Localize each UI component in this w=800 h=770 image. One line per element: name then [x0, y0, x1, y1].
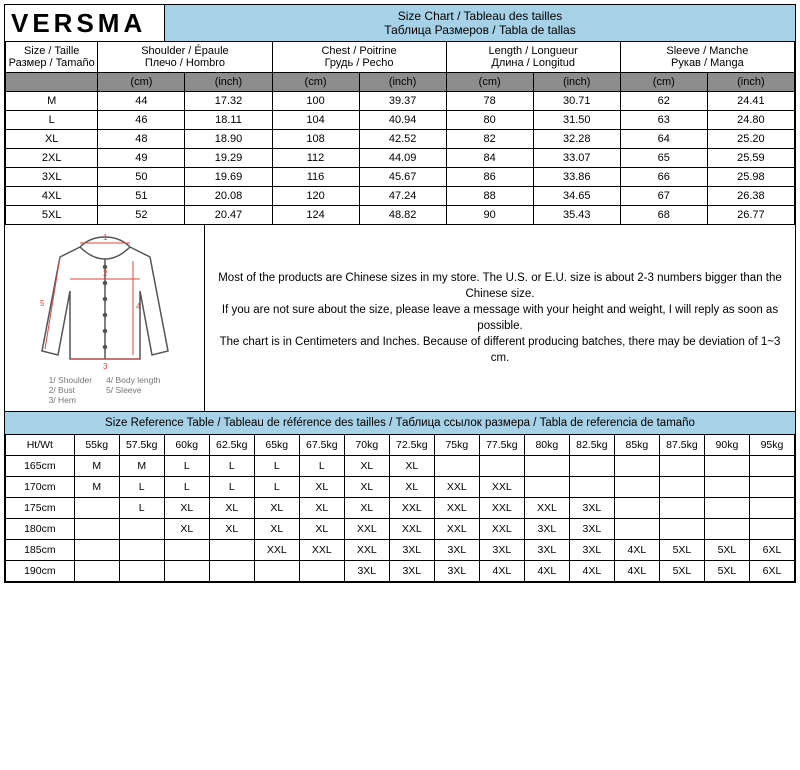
info-text: Most of the products are Chinese sizes i… [205, 225, 795, 411]
table-row: 175cmLXLXLXLXLXLXXLXXLXXLXXL3XL [6, 498, 795, 519]
table-row: M4417.3210039.377830.716224.41 [6, 92, 795, 111]
col-size: Size / Taille Размер / Tamaño [6, 42, 98, 73]
measurements-table: Size / Taille Размер / Tamaño Shoulder /… [5, 41, 795, 225]
info-section: 1 2 3 4 5 1/ Shoulder 2/ Bust 3/ Hem 4/ Bod… [5, 225, 795, 411]
svg-text:4: 4 [136, 302, 141, 311]
svg-text:3: 3 [103, 362, 108, 371]
table-row: 5XL5220.4712448.829035.436826.77 [6, 206, 795, 225]
reference-table: Ht/Wt55kg57.5kg60kg62.5kg65kg67.5kg70kg7… [5, 434, 795, 582]
table-row: 180cmXLXLXLXLXXLXXLXXLXXL3XL3XL [6, 519, 795, 540]
col-length: Length / Longueur Длина / Longitud [446, 42, 620, 73]
unit-row: (cm)(inch) (cm)(inch) (cm)(inch) (cm)(in… [6, 73, 795, 92]
size-chart: VERSMA Size Chart / Tableau des tailles … [4, 4, 796, 583]
column-header-row: Size / Taille Размер / Tamaño Shoulder /… [6, 42, 795, 73]
diagram-legend: 1/ Shoulder 2/ Bust 3/ Hem 4/ Body lengt… [49, 375, 161, 405]
table-row: L4618.1110440.948031.506324.80 [6, 111, 795, 130]
chart-header: VERSMA Size Chart / Tableau des tailles … [5, 5, 795, 41]
col-sleeve: Sleeve / Manche Рукав / Manga [620, 42, 794, 73]
reference-header-row: Ht/Wt55kg57.5kg60kg62.5kg65kg67.5kg70kg7… [6, 435, 795, 456]
reference-header: Size Reference Table / Tableau de référe… [5, 411, 795, 434]
col-chest: Chest / Poitrine Грудь / Pecho [272, 42, 446, 73]
svg-text:1: 1 [103, 233, 108, 242]
title-line-2: Таблица Размеров / Tabla de tallas [384, 23, 575, 37]
info-p1: Most of the products are Chinese sizes i… [217, 270, 783, 302]
info-p2: If you are not sure about the size, plea… [217, 302, 783, 334]
chart-title: Size Chart / Tableau des tailles Таблица… [165, 5, 795, 41]
table-row: 185cmXXLXXLXXL3XL3XL3XL3XL3XL4XL5XL5XL6X… [6, 540, 795, 561]
shirt-icon: 1 2 3 4 5 [30, 231, 180, 371]
table-row: 2XL4919.2911244.098433.076525.59 [6, 149, 795, 168]
svg-text:2: 2 [103, 269, 108, 278]
title-line-1: Size Chart / Tableau des tailles [384, 9, 575, 23]
table-row: 4XL5120.0812047.248834.656726.38 [6, 187, 795, 206]
info-p3: The chart is in Centimeters and Inches. … [217, 334, 783, 366]
table-row: 3XL5019.6911645.678633.866625.98 [6, 168, 795, 187]
table-row: 170cmMLLLLXLXLXLXXLXXL [6, 477, 795, 498]
shirt-diagram: 1 2 3 4 5 1/ Shoulder 2/ Bust 3/ Hem 4/ Bod… [5, 225, 205, 411]
brand-logo: VERSMA [5, 5, 165, 41]
svg-text:5: 5 [40, 299, 45, 308]
table-row: XL4818.9010842.528232.286425.20 [6, 130, 795, 149]
col-shoulder: Shoulder / Épaule Плечо / Hombro [98, 42, 272, 73]
table-row: 165cmMMLLLLXLXL [6, 456, 795, 477]
table-row: 190cm3XL3XL3XL4XL4XL4XL4XL5XL5XL6XL [6, 561, 795, 582]
